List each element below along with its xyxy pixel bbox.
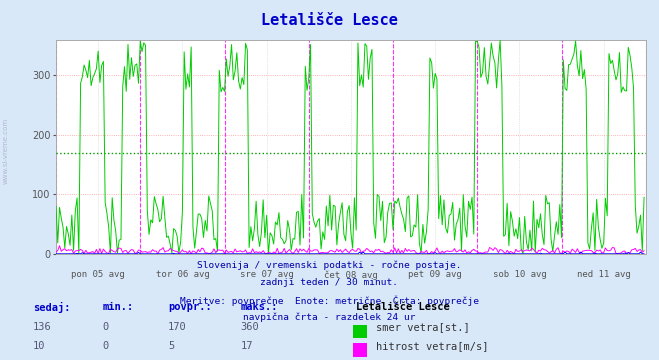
Text: navpična črta - razdelek 24 ur: navpična črta - razdelek 24 ur xyxy=(243,313,416,322)
Text: Letališče Lesce: Letališče Lesce xyxy=(261,13,398,28)
Text: hitrost vetra[m/s]: hitrost vetra[m/s] xyxy=(376,341,488,351)
Text: ned 11 avg: ned 11 avg xyxy=(577,270,631,279)
Text: 10: 10 xyxy=(33,341,45,351)
Text: sre 07 avg: sre 07 avg xyxy=(240,270,293,279)
Text: 0: 0 xyxy=(102,322,108,332)
Text: smer vetra[st.]: smer vetra[st.] xyxy=(376,322,469,332)
Text: Slovenija / vremenski podatki - ročne postaje.: Slovenija / vremenski podatki - ročne po… xyxy=(197,261,462,270)
Text: povpr.:: povpr.: xyxy=(168,302,212,312)
Text: sob 10 avg: sob 10 avg xyxy=(492,270,546,279)
Text: pet 09 avg: pet 09 avg xyxy=(409,270,462,279)
Text: čet 08 avg: čet 08 avg xyxy=(324,270,378,280)
Text: zadnji teden / 30 minut.: zadnji teden / 30 minut. xyxy=(260,278,399,287)
Text: maks.:: maks.: xyxy=(241,302,278,312)
Text: 170: 170 xyxy=(168,322,186,332)
Text: sedaj:: sedaj: xyxy=(33,302,71,314)
Text: 5: 5 xyxy=(168,341,174,351)
Text: Letališče Lesce: Letališče Lesce xyxy=(356,302,449,312)
Text: Meritve: povprečne  Enote: metrične  Črta: povprečje: Meritve: povprečne Enote: metrične Črta:… xyxy=(180,296,479,306)
Text: www.si-vreme.com: www.si-vreme.com xyxy=(2,118,9,184)
Text: pon 05 avg: pon 05 avg xyxy=(71,270,125,279)
Text: 136: 136 xyxy=(33,322,51,332)
Text: 17: 17 xyxy=(241,341,253,351)
Text: min.:: min.: xyxy=(102,302,133,312)
Text: tor 06 avg: tor 06 avg xyxy=(156,270,210,279)
Text: 0: 0 xyxy=(102,341,108,351)
Text: 360: 360 xyxy=(241,322,259,332)
